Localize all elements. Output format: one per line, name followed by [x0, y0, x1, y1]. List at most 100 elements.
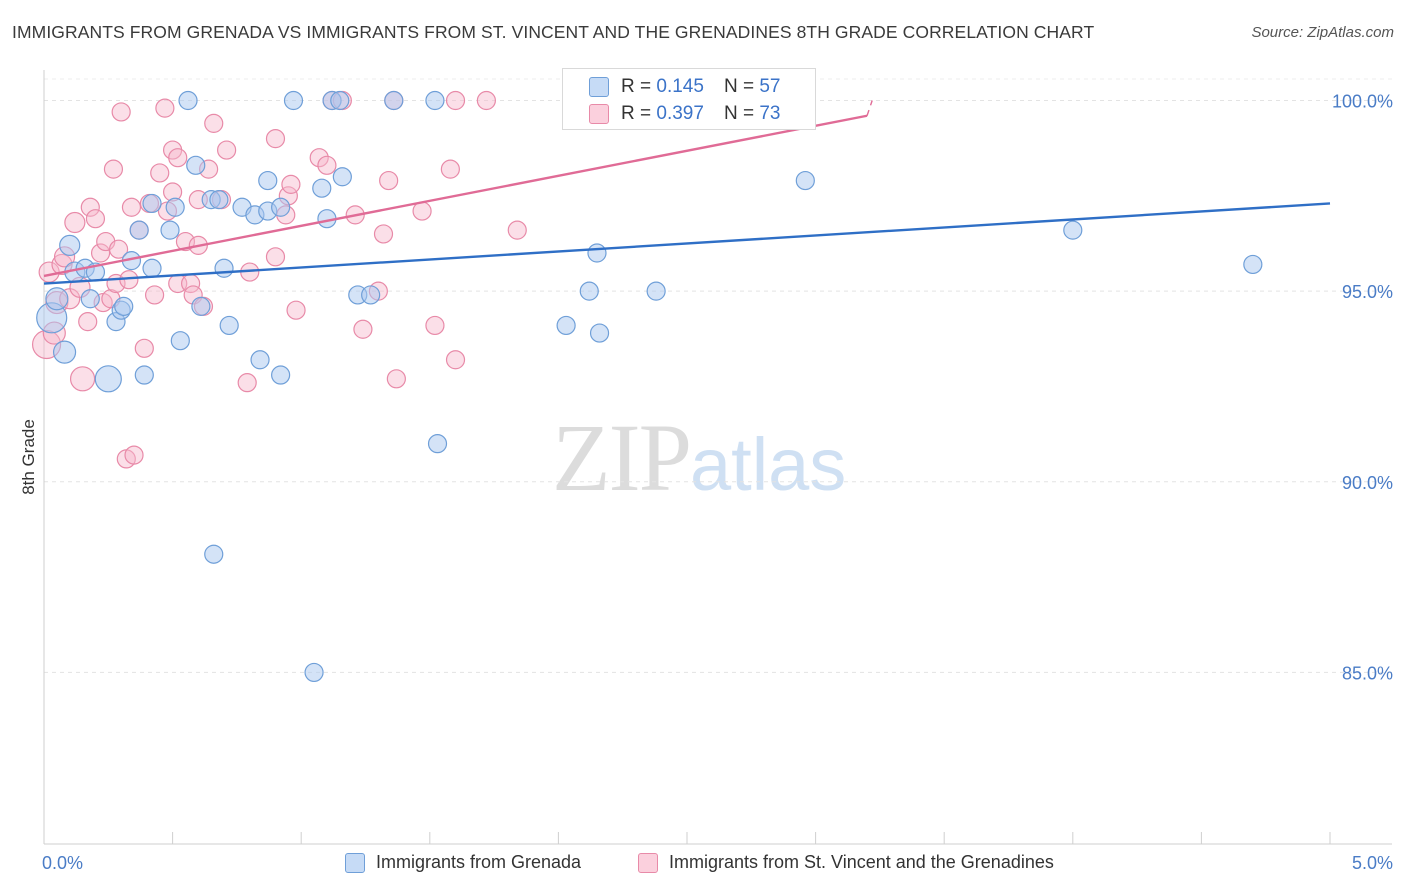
grenada-point	[283, 90, 304, 111]
grenada-point	[646, 281, 666, 301]
grenada-point	[425, 90, 445, 111]
st-vincent-swatch	[589, 104, 609, 124]
grenada-trend-line	[43, 202, 1331, 285]
grenada-point	[134, 365, 154, 385]
grenada-point	[209, 190, 229, 210]
y-axis-title: 8th Grade	[19, 419, 38, 495]
st-vincent-point	[379, 170, 399, 191]
st-vincent-point	[155, 98, 175, 118]
r-value: 0.145	[656, 76, 704, 97]
grenada-legend-swatch	[345, 852, 365, 873]
legend-label-st-vincent: Immigrants from St. Vincent and the Gren…	[669, 852, 1054, 872]
grenada-point	[330, 90, 350, 111]
grenada-point	[45, 287, 69, 311]
grenada-point	[304, 662, 324, 683]
correlation-legend: R = 0.145 N = 57 R = 0.397 N = 73	[562, 68, 816, 130]
grenada-point	[219, 315, 239, 336]
st-vincent-point	[265, 247, 286, 267]
series-grenada-points	[36, 90, 1263, 683]
source-credit: Source: ZipAtlas.com	[1251, 24, 1394, 41]
grenada-point	[589, 323, 610, 343]
grenada-point	[1243, 254, 1263, 275]
st-vincent-point	[69, 366, 96, 392]
grenada-point	[332, 167, 352, 187]
y-tick-label: 95.0%	[1342, 282, 1393, 302]
y-tick-label: 100.0%	[1332, 92, 1393, 112]
st-vincent-point	[80, 197, 100, 217]
n-label: N =	[723, 103, 755, 124]
grenada-point	[1063, 220, 1083, 240]
grenada-point	[271, 365, 291, 385]
grenada-point	[250, 350, 270, 370]
watermark-atlas: atlas	[690, 423, 847, 506]
st-vincent-point	[440, 159, 460, 179]
grenada-point	[186, 155, 206, 175]
grenada-point	[129, 220, 149, 240]
st-vincent-point	[150, 163, 170, 183]
st-vincent-point	[124, 445, 144, 465]
st-vincent-point	[78, 312, 98, 332]
st-vincent-point	[134, 338, 154, 358]
st-vincent-trend-extension	[866, 100, 873, 116]
grenada-point	[427, 434, 448, 454]
n-value: 57	[759, 76, 781, 97]
st-vincent-point	[64, 211, 86, 234]
st-vincent-point	[175, 231, 196, 252]
series-legend: Immigrants from Grenada Immigrants from …	[0, 852, 1406, 878]
legend-label-grenada: Immigrants from Grenada	[376, 852, 582, 872]
st-vincent-point	[445, 90, 466, 111]
grenada-point	[204, 544, 224, 564]
n-label: N =	[723, 76, 755, 97]
x-tick-label: 0.0%	[42, 853, 83, 873]
st-vincent-point	[204, 113, 224, 133]
watermark: ZIPatlas	[552, 402, 846, 513]
legend-item-grenada: Immigrants from Grenada	[345, 852, 581, 873]
grenada-point	[80, 289, 100, 309]
chart-title: IMMIGRANTS FROM GRENADA VS IMMIGRANTS FR…	[12, 22, 1095, 42]
st-vincent-point	[90, 243, 111, 263]
st-vincent-point	[373, 224, 394, 244]
n-value: 73	[759, 103, 781, 124]
legend-item-st-vincent: Immigrants from St. Vincent and the Gren…	[638, 852, 1054, 873]
st-vincent-point	[425, 315, 445, 336]
st-vincent-point	[217, 140, 237, 160]
st-vincent-point	[317, 155, 337, 175]
grenada-swatch	[589, 77, 609, 97]
st-vincent-point	[111, 102, 131, 122]
st-vincent-point	[237, 373, 257, 393]
st-vincent-trend-line	[43, 114, 868, 278]
grenada-point	[114, 296, 134, 316]
st-vincent-point	[353, 319, 373, 339]
st-vincent-point	[108, 239, 129, 259]
watermark-zip: ZIP	[552, 404, 692, 511]
grenada-point	[579, 281, 599, 301]
grenada-point	[361, 285, 381, 305]
st-vincent-point	[476, 90, 496, 111]
st-vincent-point	[103, 159, 124, 179]
y-tick-label: 85.0%	[1342, 663, 1393, 683]
grenada-point	[94, 365, 122, 393]
st-vincent-point	[281, 174, 301, 194]
grenada-point	[59, 234, 81, 256]
grenada-point	[160, 220, 180, 240]
y-tick-label: 90.0%	[1342, 473, 1393, 493]
st-vincent-point	[309, 148, 329, 168]
r-label: R =	[621, 76, 652, 97]
grenada-point	[312, 178, 332, 198]
st-vincent-point	[168, 148, 188, 168]
st-vincent-point	[507, 220, 527, 240]
st-vincent-point	[445, 350, 466, 370]
st-vincent-point	[286, 300, 306, 320]
grenada-point	[191, 296, 211, 316]
st-vincent-point	[265, 129, 286, 149]
grenada-point	[165, 197, 185, 217]
grenada-point	[587, 243, 607, 263]
r-label: R =	[621, 103, 652, 124]
grenada-point	[214, 258, 234, 278]
grenada-point	[170, 331, 190, 351]
trend-lines	[43, 100, 1331, 285]
grenada-point	[384, 90, 404, 111]
grenada-point	[795, 170, 815, 191]
st-vincent-legend-swatch	[638, 852, 658, 873]
